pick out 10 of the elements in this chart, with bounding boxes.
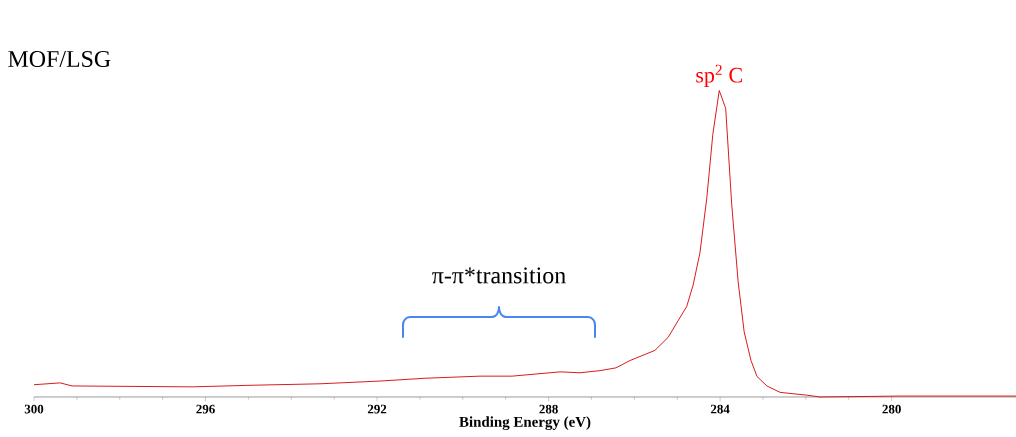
x-tick-label: 280	[882, 404, 901, 414]
annotation: sp$^{2}$ C	[696, 64, 742, 88]
x-tick-label: 300	[24, 404, 44, 414]
x-tick-label: 296	[196, 404, 215, 414]
chart-title: MOF/LSG	[8, 50, 111, 68]
annotation: π-π*transition	[432, 267, 566, 284]
x-axis-title: Binding Energy (eV)	[459, 416, 591, 430]
x-tick-label: 292	[367, 404, 387, 414]
x-tick-label: 284	[710, 404, 730, 414]
x-tick-label: 288	[539, 404, 558, 414]
